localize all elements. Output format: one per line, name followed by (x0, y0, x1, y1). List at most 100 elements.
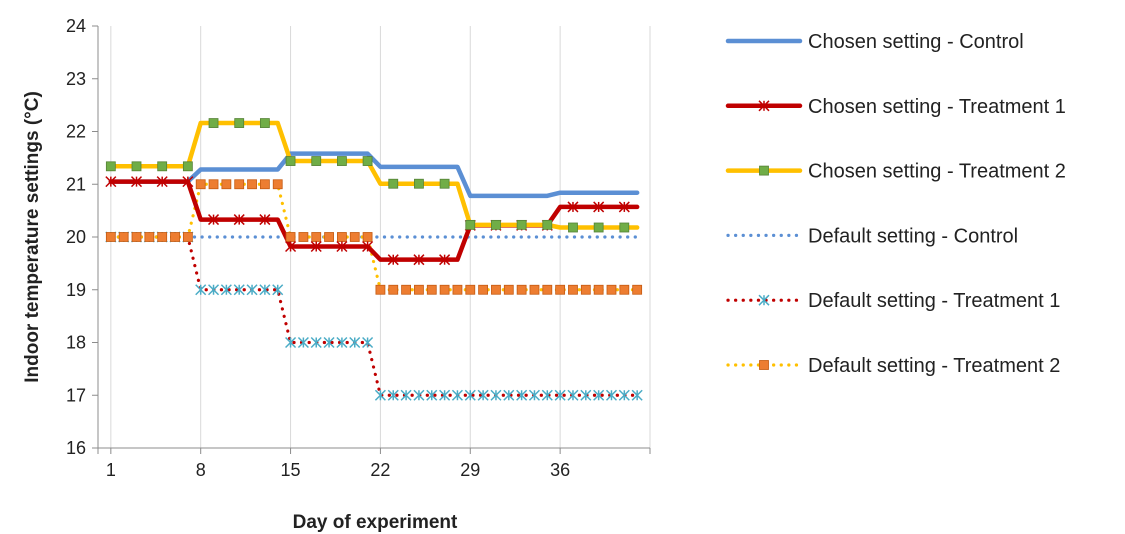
data-point (208, 118, 219, 128)
data-point (465, 219, 476, 230)
data-point (503, 284, 514, 295)
data-point (208, 284, 220, 296)
data-point (478, 284, 489, 295)
data-point (387, 389, 399, 401)
data-point (105, 161, 116, 172)
data-point (247, 179, 257, 190)
legend-marker (759, 360, 769, 370)
data-point (529, 284, 540, 295)
data-point (593, 284, 604, 295)
legend-marker (758, 100, 770, 112)
data-point (491, 284, 501, 295)
x-axis-title: Day of experiment (293, 512, 458, 533)
legend-label: Chosen setting - Treatment 1 (808, 96, 1066, 118)
data-point (337, 232, 347, 242)
y-tick-label: 20 (66, 227, 86, 247)
data-point (541, 389, 553, 401)
data-point (233, 214, 245, 226)
data-point (234, 118, 245, 128)
data-point (426, 389, 438, 401)
data-point (465, 284, 476, 295)
data-point (618, 201, 630, 213)
data-point (131, 232, 142, 242)
data-point (414, 178, 424, 189)
data-point (619, 284, 630, 295)
data-point (464, 389, 476, 401)
data-point (528, 389, 540, 401)
data-point (605, 389, 618, 401)
data-point (413, 254, 425, 266)
data-point (323, 336, 335, 349)
data-point (336, 240, 348, 253)
data-point (156, 176, 168, 188)
data-point (362, 336, 374, 349)
data-point (490, 389, 502, 401)
series-line (109, 235, 639, 397)
x-tick-label: 8 (196, 460, 206, 480)
x-tick-label: 29 (460, 460, 480, 480)
data-point (310, 336, 322, 349)
data-point (285, 232, 296, 242)
data-point (503, 389, 515, 401)
legend-label: Default setting - Treatment 1 (808, 290, 1060, 312)
legend-label: Chosen setting - Control (808, 31, 1024, 53)
series-line (108, 151, 640, 199)
data-point (451, 389, 463, 401)
data-point (182, 232, 193, 242)
legend: Chosen setting - Control Chosen setting -… (725, 31, 1066, 377)
data-point (593, 389, 605, 401)
legend-label: Default setting - Control (808, 225, 1018, 247)
data-point (388, 284, 399, 295)
data-point (413, 389, 425, 401)
data-point (259, 284, 271, 296)
data-point (439, 254, 451, 266)
data-point (337, 156, 347, 166)
x-tick-label: 15 (281, 460, 301, 480)
legend-label: Default setting - Treatment 2 (808, 355, 1060, 377)
y-tick-label: 16 (66, 438, 86, 458)
data-point (542, 219, 553, 230)
y-tick-label: 22 (66, 122, 86, 142)
data-point (105, 176, 117, 188)
data-point (234, 179, 245, 190)
data-point (221, 179, 232, 190)
data-point (491, 219, 501, 230)
data-point (182, 161, 193, 172)
data-point (631, 389, 643, 401)
legend-label: Chosen setting - Treatment 2 (808, 161, 1066, 183)
data-point (400, 389, 412, 401)
data-point (259, 118, 270, 128)
data-point (580, 389, 592, 401)
data-point (349, 232, 360, 242)
data-point (516, 219, 527, 230)
x-tick-label: 36 (550, 460, 570, 480)
data-point (439, 284, 450, 295)
data-point (105, 232, 116, 242)
data-point (157, 161, 168, 172)
data-point (285, 156, 296, 166)
data-point (208, 214, 220, 226)
data-point (374, 389, 386, 401)
legend-marker (759, 165, 769, 176)
data-point (477, 389, 489, 401)
data-point (516, 284, 527, 295)
data-point (362, 156, 373, 166)
y-tick-label: 21 (66, 174, 86, 194)
data-point (401, 284, 411, 295)
data-point (259, 214, 271, 226)
data-point (130, 176, 143, 188)
data-point (272, 284, 284, 296)
y-tick-label: 24 (66, 16, 86, 36)
data-point (362, 232, 373, 242)
data-point (618, 389, 630, 401)
legend-marker (758, 294, 770, 306)
data-point (568, 222, 578, 233)
data-point (246, 284, 258, 296)
data-point (272, 179, 283, 190)
y-tick-label: 19 (66, 280, 86, 300)
data-point (568, 284, 578, 295)
data-point (567, 201, 579, 213)
data-point (349, 336, 361, 349)
y-axis-title: Indoor temperature settings (°C) (22, 91, 43, 383)
